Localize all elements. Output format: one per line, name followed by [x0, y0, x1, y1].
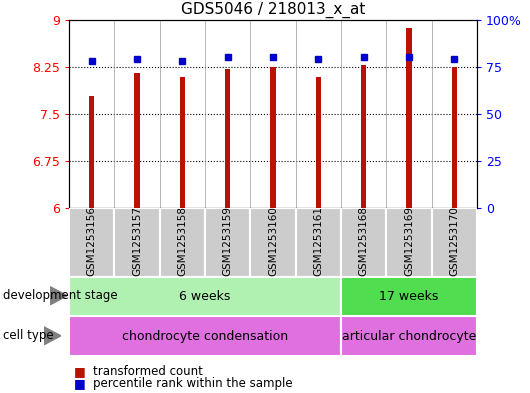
- Text: GSM1253156: GSM1253156: [86, 206, 96, 276]
- FancyBboxPatch shape: [114, 208, 160, 277]
- Title: GDS5046 / 218013_x_at: GDS5046 / 218013_x_at: [181, 2, 365, 18]
- Text: articular chondrocyte: articular chondrocyte: [342, 329, 476, 343]
- Bar: [270, 67, 276, 208]
- Bar: [315, 77, 321, 208]
- FancyBboxPatch shape: [69, 208, 114, 277]
- FancyBboxPatch shape: [69, 316, 341, 356]
- FancyBboxPatch shape: [250, 208, 296, 277]
- Text: transformed count: transformed count: [93, 365, 202, 378]
- Text: development stage: development stage: [3, 289, 117, 303]
- FancyBboxPatch shape: [205, 208, 250, 277]
- Text: GSM1253157: GSM1253157: [132, 206, 142, 276]
- Polygon shape: [50, 287, 67, 305]
- FancyBboxPatch shape: [341, 316, 477, 356]
- Bar: [225, 69, 231, 208]
- Bar: [452, 67, 457, 208]
- Text: percentile rank within the sample: percentile rank within the sample: [93, 376, 293, 390]
- Bar: [361, 65, 366, 208]
- Text: ■: ■: [74, 365, 86, 378]
- Bar: [89, 96, 94, 208]
- Bar: [180, 77, 185, 208]
- Text: 17 weeks: 17 weeks: [379, 290, 439, 303]
- FancyBboxPatch shape: [341, 208, 386, 277]
- Bar: [407, 28, 412, 208]
- Text: GSM1253170: GSM1253170: [449, 206, 460, 276]
- Polygon shape: [44, 327, 61, 345]
- FancyBboxPatch shape: [341, 277, 477, 316]
- FancyBboxPatch shape: [160, 208, 205, 277]
- Text: GSM1253159: GSM1253159: [223, 206, 233, 276]
- Text: cell type: cell type: [3, 329, 54, 342]
- Text: GSM1253161: GSM1253161: [313, 206, 323, 276]
- FancyBboxPatch shape: [296, 208, 341, 277]
- FancyBboxPatch shape: [431, 208, 477, 277]
- Text: GSM1253169: GSM1253169: [404, 206, 414, 276]
- Text: 6 weeks: 6 weeks: [179, 290, 231, 303]
- Text: GSM1253168: GSM1253168: [359, 206, 369, 276]
- FancyBboxPatch shape: [386, 208, 431, 277]
- FancyBboxPatch shape: [69, 277, 341, 316]
- Bar: [134, 73, 139, 208]
- Text: GSM1253160: GSM1253160: [268, 206, 278, 276]
- Text: GSM1253158: GSM1253158: [177, 206, 187, 276]
- Text: ■: ■: [74, 376, 86, 390]
- Text: chondrocyte condensation: chondrocyte condensation: [122, 329, 288, 343]
